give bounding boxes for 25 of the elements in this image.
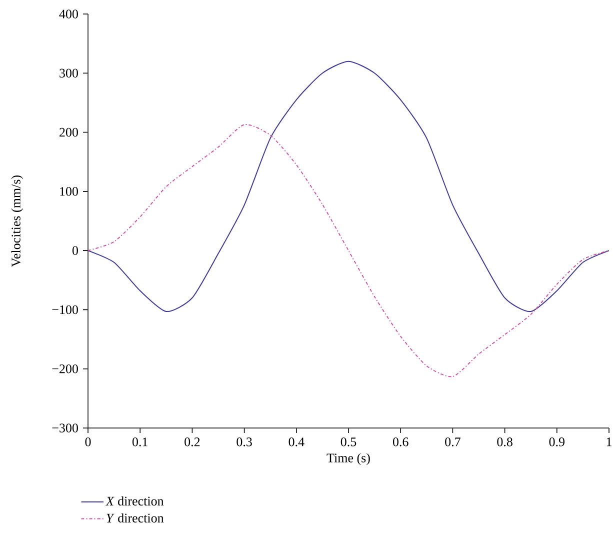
x-tick-label: 0.5 [340,438,356,446]
x-tick-label: 0.8 [497,438,512,446]
x-tick-label: 0.9 [549,438,564,446]
y-tick-label: −100 [52,305,78,314]
y-axis-title: Velocities (mm/s) [11,176,24,267]
line-series [88,60,609,312]
legend-label: X direction [106,496,164,506]
y-tick-label: 300 [60,68,78,78]
x-tick-label: 0.3 [236,438,252,446]
x-tick-label: 0.4 [288,438,304,446]
line-series [88,124,609,378]
x-axis-title: Time (s) [326,453,370,465]
x-tick-label: 0.1 [132,438,148,446]
x-tick-label: 0 [85,438,91,446]
y-tick-label: −200 [52,364,78,374]
x-tick-label: 1 [606,438,612,446]
y-tick-label: 400 [59,10,78,18]
y-tick-label: 100 [60,187,78,196]
y-tick-label: −300 [52,424,78,432]
y-tick-label: 200 [60,128,78,137]
x-tick-label: 0.7 [445,438,460,446]
y-tick-label: 0 [72,246,78,255]
x-tick-label: 0.6 [392,438,408,446]
legend-label: Y direction [106,513,164,522]
x-tick-label: 0.2 [184,438,200,446]
